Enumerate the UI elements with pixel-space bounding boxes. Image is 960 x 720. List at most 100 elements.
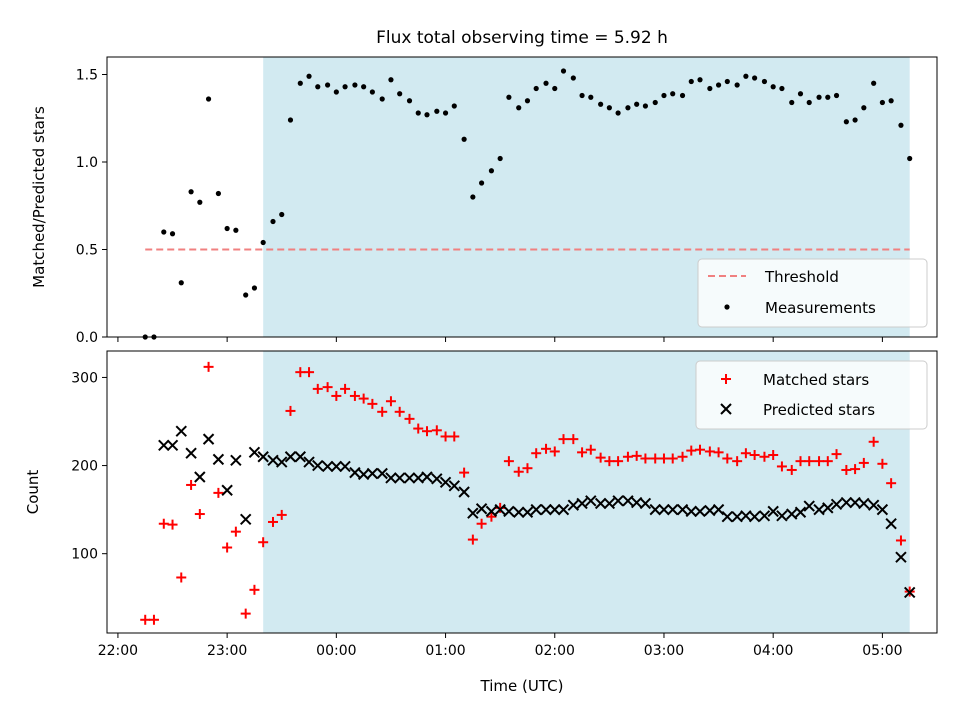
matched-star-point <box>268 516 278 527</box>
matched-star-point <box>230 526 241 537</box>
predicted-star-point <box>867 499 880 511</box>
predicted-star-point <box>830 498 843 511</box>
predicted-star-point <box>403 472 416 484</box>
measurement-point <box>369 89 375 95</box>
top-y-tick-label: 1.0 <box>76 155 98 171</box>
matched-star-point <box>431 425 442 436</box>
matched-star-point <box>795 456 806 467</box>
matched-star-point <box>604 456 615 467</box>
measurement-point <box>497 155 503 162</box>
predicted-star-point <box>540 503 552 516</box>
measurement-point <box>652 99 658 106</box>
x-tick-label: 23:00 <box>207 643 247 659</box>
measurement-point <box>506 94 512 100</box>
chart-title: Flux total observing time = 5.92 h <box>376 28 668 48</box>
measurement-point <box>397 91 403 97</box>
predicted-star-point <box>622 495 634 507</box>
measurement-point <box>797 91 804 97</box>
matched-star-point <box>558 434 569 445</box>
matched-star-point <box>549 446 560 457</box>
predicted-star-point <box>458 486 470 498</box>
predicted-star-point <box>257 451 269 463</box>
predicted-star-point <box>557 503 570 516</box>
measurement-point <box>833 92 840 99</box>
predicted-star-point <box>721 510 734 523</box>
bottom-legend: Matched stars Predicted stars <box>695 360 928 430</box>
measurement-point <box>843 119 849 125</box>
predicted-star-point <box>612 495 624 507</box>
measurement-point <box>325 82 331 88</box>
top-y-tick-label: 1.5 <box>76 68 98 84</box>
measurement-point <box>478 180 485 186</box>
predicted-star-point <box>786 508 798 520</box>
bottom-y-tick-label: 300 <box>71 370 98 386</box>
predicted-star-point <box>513 506 525 518</box>
matched-star-point <box>413 423 424 434</box>
predicted-star-point <box>385 472 397 484</box>
legend-matched-label: Matched stars <box>763 371 869 389</box>
matched-star-point <box>349 390 360 401</box>
measurement-point <box>752 75 758 81</box>
measurement-point <box>169 231 176 237</box>
predicted-star-point <box>858 497 870 510</box>
matched-star-point <box>804 456 815 467</box>
measurement-point <box>697 77 703 83</box>
predicted-star-point <box>712 503 725 516</box>
measurement-point <box>642 103 649 109</box>
bottom-legend-box <box>695 360 928 430</box>
predicted-star-point <box>685 505 697 518</box>
matched-star-point <box>768 449 779 460</box>
measurement-point <box>233 227 239 233</box>
matched-star-point <box>249 584 260 595</box>
top-y-tick-label: 0.5 <box>76 243 98 259</box>
measurement-point <box>224 225 230 232</box>
measurement-point <box>816 94 822 100</box>
legend-threshold-label: Threshold <box>764 268 839 286</box>
predicted-star-point <box>376 467 388 480</box>
measurement-point <box>825 94 831 100</box>
matched-star-point <box>613 456 624 467</box>
matched-star-point <box>176 572 187 583</box>
predicted-star-point <box>475 503 488 515</box>
measurement-point <box>560 68 567 74</box>
matched-star-point <box>740 448 751 459</box>
measurement-point <box>361 84 367 90</box>
predicted-star-point <box>467 507 479 519</box>
measurement-point <box>888 98 894 104</box>
measurement-point <box>197 199 203 205</box>
measurement-point <box>461 136 467 142</box>
matched-star-point <box>677 451 688 462</box>
predicted-star-point <box>767 505 779 518</box>
matched-star-point <box>276 509 287 520</box>
measurement-point <box>634 101 640 107</box>
matched-star-point <box>732 456 743 467</box>
x-tick-label: 03:00 <box>644 643 684 659</box>
predicted-star-point <box>294 451 307 463</box>
bottom-y-axis-label: Count <box>24 470 42 515</box>
predicted-star-point <box>603 497 616 510</box>
measurement-point <box>306 73 312 79</box>
measurement-point <box>779 85 785 92</box>
matched-star-point <box>158 518 169 529</box>
predicted-star-point <box>194 471 206 483</box>
predicted-star-point <box>903 586 916 599</box>
predicted-star-point <box>339 460 351 473</box>
bottom-panel: 100 200 300 22:00 23:00 00:00 01:00 02:00 03:00 0… <box>71 350 938 659</box>
matched-star-point <box>704 446 715 457</box>
matched-star-point <box>440 431 451 442</box>
predicted-star-point <box>267 454 279 466</box>
predicted-star-point <box>393 472 406 484</box>
x-tick-label: 02:00 <box>535 643 575 659</box>
measurement-point <box>352 82 358 88</box>
matched-star-point <box>285 405 296 416</box>
measurement-point <box>789 99 795 106</box>
measurement-point <box>761 78 768 85</box>
bottom-axes-frame <box>106 350 938 634</box>
measurement-point <box>606 105 612 111</box>
matched-star-point <box>541 443 552 454</box>
matched-star-point <box>749 449 760 460</box>
measurement-point <box>315 84 321 90</box>
predicted-star-point <box>321 460 334 473</box>
legend-measurements-swatch <box>724 304 730 310</box>
predicted-star-point <box>330 460 343 473</box>
